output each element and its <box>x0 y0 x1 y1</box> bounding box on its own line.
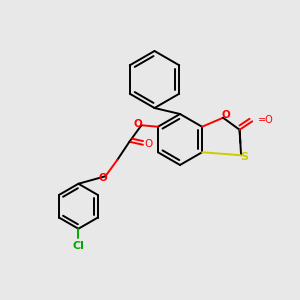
Text: Cl: Cl <box>73 241 84 251</box>
Text: S: S <box>241 152 249 162</box>
Text: O: O <box>134 119 142 129</box>
Text: O: O <box>221 110 230 120</box>
Text: O: O <box>145 139 153 148</box>
Text: O: O <box>98 173 107 183</box>
Text: =O: =O <box>258 115 273 125</box>
